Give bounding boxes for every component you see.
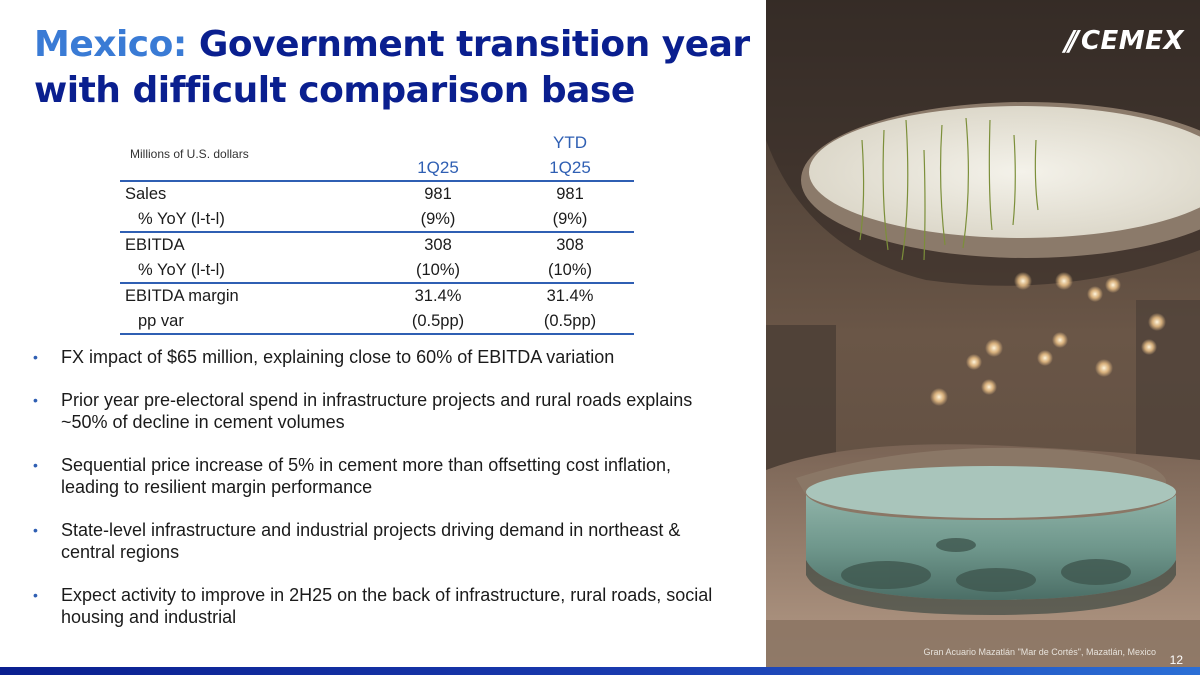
page-number: 12 (1169, 653, 1183, 667)
row-value-quarter: (10%) (415, 260, 460, 279)
unit-label: Millions of U.S. dollars (130, 147, 249, 161)
bullet-text: Sequential price increase of 5% in cemen… (61, 455, 672, 497)
hanging-vines (859, 117, 1039, 261)
row-value-quarter: 31.4% (414, 287, 462, 305)
title-main: Government transition year with difficul… (34, 24, 750, 111)
photo-caption: Gran Acuario Mazatlán "Mar de Cortés", M… (923, 647, 1156, 657)
ytd-label: YTD (553, 133, 587, 152)
bullet-list: • FX impact of $65 million, explaining cl… (30, 346, 720, 649)
bullet-text: FX impact of $65 million, explaining clo… (61, 347, 615, 367)
table-row: % YoY (l-t-l) (10%) (10%) (120, 258, 634, 283)
slide-title: Mexico: Government transition year with … (34, 22, 754, 114)
row-value-quarter: (0.5pp) (411, 311, 465, 330)
list-item: • Expect activity to improve in 2H25 on t… (30, 584, 720, 628)
table-group-margin: EBITDA margin 31.4% 31.4% pp var (0.5pp)… (120, 284, 634, 335)
wall-lights (930, 272, 1166, 406)
row-value-ytd: 308 (556, 236, 584, 254)
bullet-text: Expect activity to improve in 2H25 on th… (61, 585, 713, 627)
bullet-icon: • (33, 392, 38, 408)
table-row: EBITDA margin 31.4% 31.4% (120, 284, 634, 309)
table-row: EBITDA 308 308 (120, 233, 634, 258)
list-item: • State-level infrastructure and industri… (30, 519, 720, 563)
table-row: Sales 981 981 (120, 182, 634, 207)
bullet-icon: • (33, 457, 38, 473)
bullet-icon: • (33, 349, 38, 365)
row-value-ytd: (10%) (547, 260, 592, 279)
row-value-ytd: (0.5pp) (543, 311, 597, 330)
cemex-logo-word: CEMEX (1080, 25, 1184, 56)
row-label: pp var (138, 311, 184, 330)
bullet-icon: • (33, 587, 38, 603)
table-header: Millions of U.S. dollars YTD 1Q25 1Q25 (120, 130, 634, 182)
list-item: • FX impact of $65 million, explaining cl… (30, 346, 720, 368)
row-label: EBITDA margin (125, 287, 239, 305)
cemex-logo-mark-icon: // (1064, 24, 1080, 57)
aquarium-photo: // CEMEX Gran Acuario Mazatlán "Mar de C… (766, 0, 1200, 667)
list-item: • Prior year pre-electoral spend in infra… (30, 389, 720, 433)
table-row: pp var (0.5pp) (0.5pp) (120, 309, 634, 334)
row-label: Sales (125, 185, 167, 203)
row-value-ytd: 31.4% (546, 287, 594, 305)
financial-table: Millions of U.S. dollars YTD 1Q25 1Q25 S… (120, 130, 634, 335)
tank-base (806, 560, 1176, 615)
row-label: % YoY (l-t-l) (138, 209, 225, 228)
table-group-sales: Sales 981 981 % YoY (l-t-l) (9%) (9%) (120, 182, 634, 233)
row-value-ytd: 981 (556, 185, 584, 203)
table-group-ebitda: EBITDA 308 308 % YoY (l-t-l) (10%) (10%) (120, 233, 634, 284)
list-item: • Sequential price increase of 5% in ceme… (30, 454, 720, 498)
table-row: % YoY (l-t-l) (9%) (9%) (120, 207, 634, 232)
col-header-ytd: 1Q25 (549, 158, 591, 177)
row-value-ytd: (9%) (552, 209, 588, 228)
pool-surface (806, 466, 1176, 518)
cemex-logo: // CEMEX (1065, 24, 1184, 57)
bottom-accent-bar (0, 667, 1200, 675)
row-value-quarter: (9%) (420, 209, 456, 228)
row-value-quarter: 981 (424, 185, 452, 203)
bullet-icon: • (33, 522, 38, 538)
row-value-quarter: 308 (424, 236, 452, 254)
bullet-text: State-level infrastructure and industria… (61, 520, 681, 562)
title-accent: Mexico: (34, 24, 187, 65)
row-label: EBITDA (125, 236, 185, 254)
col-header-quarter: 1Q25 (417, 158, 459, 177)
foreground-floor (766, 620, 1200, 667)
underwater-rocks (841, 538, 1131, 592)
aquarium-illustration (766, 0, 1200, 667)
bullet-text: Prior year pre-electoral spend in infras… (61, 390, 693, 432)
row-label: % YoY (l-t-l) (138, 260, 225, 279)
